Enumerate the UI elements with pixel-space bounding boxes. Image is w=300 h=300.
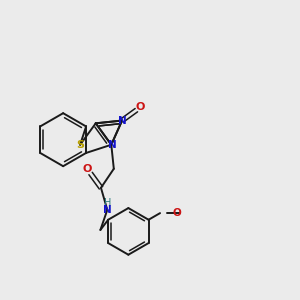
Text: O: O [172,208,181,218]
Text: O: O [136,102,145,112]
Text: O: O [82,164,92,174]
Text: S: S [76,140,84,150]
Text: N: N [118,116,126,126]
Text: N: N [103,205,112,215]
Text: H: H [103,198,111,208]
Text: N: N [108,140,116,150]
